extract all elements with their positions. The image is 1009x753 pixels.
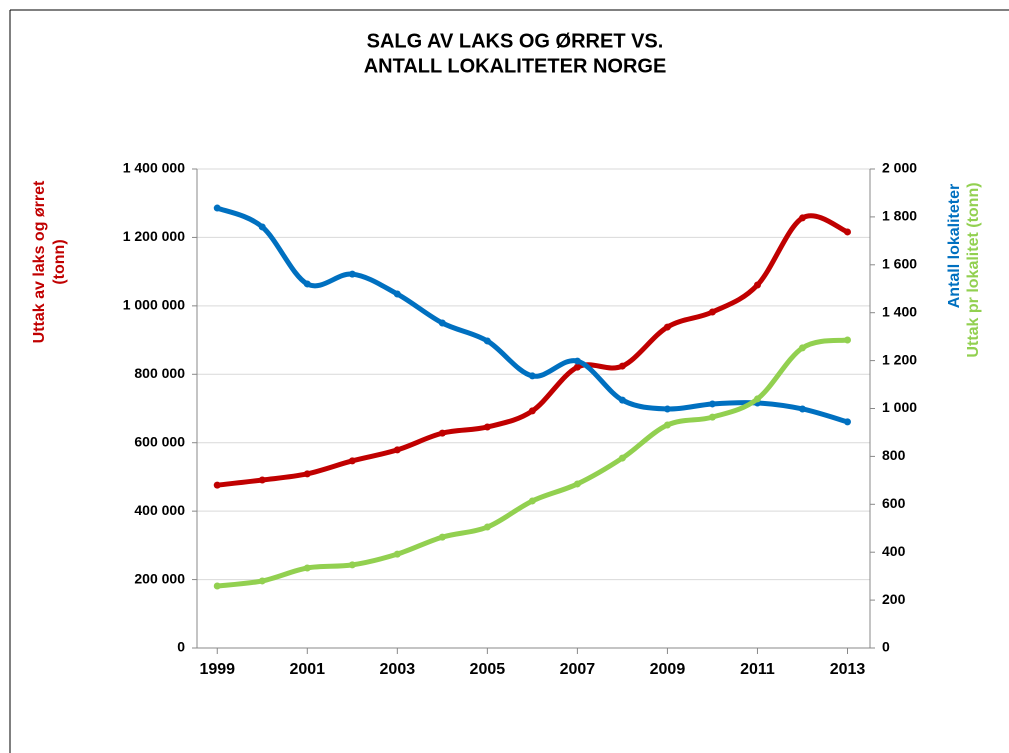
- y-tick-label: 1 000 000: [123, 297, 185, 313]
- data-point: [618, 362, 626, 370]
- x-tick-label: 2011: [740, 661, 775, 678]
- y-tick-label: 200 000: [134, 570, 185, 586]
- series-line: [216, 205, 849, 425]
- y2-axis-label: Uttak pr lokalitet (tonn): [965, 182, 982, 357]
- data-point: [438, 533, 446, 541]
- y2-tick-label: 600: [882, 495, 906, 511]
- data-point: [618, 396, 626, 404]
- y2-tick-label: 400: [882, 543, 906, 559]
- data-point: [843, 418, 851, 426]
- data-point: [348, 270, 356, 278]
- data-point: [393, 446, 401, 454]
- y-tick-label: 400 000: [134, 502, 185, 518]
- y-axis-label: (tonn): [51, 239, 68, 284]
- data-point: [303, 280, 311, 288]
- data-point: [393, 290, 401, 298]
- y-tick-label: 1 400 000: [123, 160, 185, 176]
- y2-tick-label: 1 600: [882, 256, 917, 272]
- x-tick-label: 2007: [560, 661, 596, 678]
- y2-tick-label: 1 000: [882, 399, 917, 415]
- x-tick-label: 2013: [830, 661, 866, 678]
- data-point: [753, 395, 761, 403]
- y2-tick-label: 1 800: [882, 208, 917, 224]
- y-axis-label: Uttak av laks og ørret: [31, 180, 48, 343]
- data-point: [528, 497, 536, 505]
- data-point: [303, 564, 311, 572]
- data-point: [483, 423, 491, 431]
- data-point: [663, 405, 671, 413]
- data-point: [258, 577, 266, 585]
- data-point: [258, 223, 266, 231]
- data-point: [483, 523, 491, 531]
- data-point: [213, 481, 221, 489]
- data-point: [438, 429, 446, 437]
- data-point: [708, 413, 716, 421]
- y-tick-label: 0: [177, 639, 185, 655]
- data-point: [348, 561, 356, 569]
- data-point: [258, 476, 266, 484]
- x-tick-label: 2005: [470, 661, 506, 678]
- x-tick-label: 2001: [289, 661, 325, 678]
- data-point: [663, 421, 671, 429]
- data-point: [438, 319, 446, 327]
- y2-tick-label: 1 200: [882, 351, 917, 367]
- data-point: [798, 405, 806, 413]
- data-point: [798, 214, 806, 222]
- data-point: [798, 344, 806, 352]
- data-point: [303, 470, 311, 478]
- x-tick-label: 2009: [650, 661, 686, 678]
- data-point: [708, 308, 716, 316]
- data-point: [708, 400, 716, 408]
- data-point: [753, 281, 761, 289]
- y2-axis-label: Antall lokaliteter: [946, 184, 963, 308]
- x-tick-label: 2003: [380, 661, 416, 678]
- data-point: [213, 582, 221, 590]
- data-point: [348, 457, 356, 465]
- data-point: [663, 323, 671, 331]
- data-point: [483, 337, 491, 345]
- data-point: [528, 372, 536, 380]
- data-point: [393, 550, 401, 558]
- data-point: [843, 336, 851, 344]
- data-point: [843, 228, 851, 236]
- y2-tick-label: 800: [882, 447, 906, 463]
- series-line: [216, 213, 849, 488]
- chart-title: ANTALL LOKALITETER NORGE: [364, 55, 667, 77]
- y2-tick-label: 0: [882, 639, 890, 655]
- data-point: [573, 357, 581, 365]
- y-tick-label: 800 000: [134, 365, 185, 381]
- y-tick-label: 600 000: [134, 433, 185, 449]
- data-point: [573, 480, 581, 488]
- chart-title: SALG AV LAKS OG ØRRET VS.: [367, 30, 664, 52]
- data-point: [213, 204, 221, 212]
- y2-tick-label: 2 000: [882, 160, 917, 176]
- y2-tick-label: 200: [882, 591, 906, 607]
- data-point: [528, 407, 536, 415]
- data-point: [618, 454, 626, 462]
- y-tick-label: 1 200 000: [123, 228, 185, 244]
- y2-tick-label: 1 400: [882, 303, 917, 319]
- data-point: [573, 363, 581, 371]
- x-tick-label: 1999: [199, 661, 235, 678]
